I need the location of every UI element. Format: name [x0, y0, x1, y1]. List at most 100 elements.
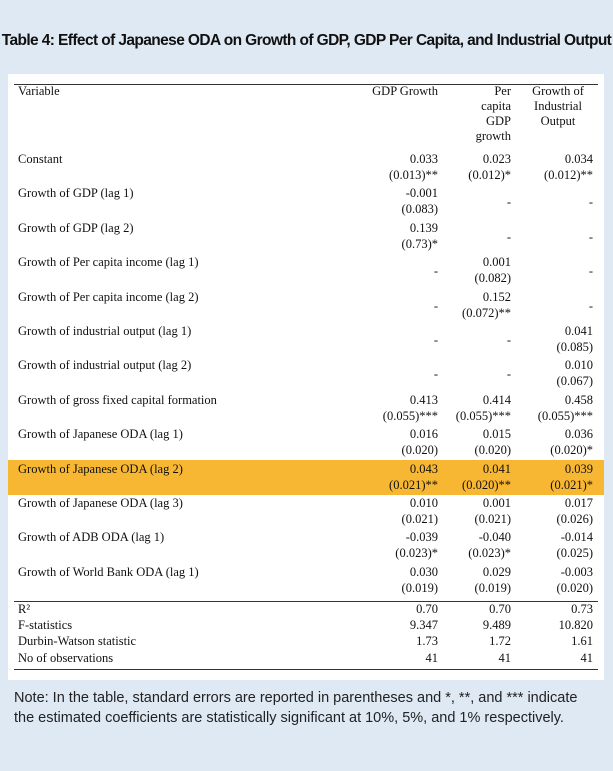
- cell-value: -: [506, 367, 511, 382]
- cell-value: 9.489: [482, 618, 511, 633]
- header-cell: Growth of Industrial Output: [532, 84, 584, 128]
- cell-value: -: [433, 333, 438, 347]
- cell-se: (0.012)*: [468, 168, 511, 182]
- header-cell: GDP Growth: [372, 84, 438, 98]
- cell-value: 0.015: [482, 427, 511, 442]
- cell-value: 0.033: [409, 152, 438, 166]
- rule: [14, 669, 598, 670]
- cell-se: (0.021)*: [550, 477, 593, 492]
- cell-value: -: [506, 195, 511, 210]
- cell-value: 0.043: [409, 461, 438, 476]
- cell-value: 0.414: [482, 392, 511, 407]
- cell-se: (0.73)*: [401, 236, 438, 251]
- row-label: R²: [18, 602, 31, 616]
- cell-se: (0.020): [401, 443, 438, 458]
- cell-value: -0.001: [405, 186, 438, 201]
- row-label: Growth of Japanese ODA (lag 3): [18, 496, 183, 510]
- cell-value: -: [433, 264, 438, 279]
- cell-se: (0.083): [401, 202, 438, 217]
- cell-value: -: [506, 333, 511, 347]
- cell-value: -: [433, 298, 438, 313]
- row-label: Growth of industrial output (lag 2): [18, 358, 192, 373]
- row-label: Growth of Per capita income (lag 2): [18, 289, 199, 304]
- cell-se: (0.020)**: [462, 477, 511, 492]
- cell-se: (0.072)**: [462, 305, 511, 320]
- cell-se: (0.023)*: [395, 546, 438, 561]
- cell-value: -: [588, 195, 593, 210]
- row-label: Growth of gross fixed capital formation: [18, 392, 217, 407]
- cell-value: 0.139: [409, 220, 438, 235]
- cell-se: (0.020): [556, 580, 593, 595]
- row-label: Growth of ADB ODA (lag 1): [18, 530, 165, 545]
- cell-value: 0.023: [482, 152, 511, 166]
- cell-value: 10.820: [558, 618, 593, 633]
- row-label: Growth of Per capita income (lag 1): [18, 255, 199, 270]
- cell-se: (0.020)*: [550, 443, 593, 458]
- cell-value: -: [588, 298, 593, 313]
- rule: [14, 84, 598, 85]
- header-cell: Variable: [18, 84, 60, 98]
- cell-value: 0.039: [564, 461, 593, 476]
- cell-value: 0.029: [482, 564, 511, 579]
- cell-value: -: [588, 229, 593, 244]
- cell-value: 0.041: [482, 461, 511, 476]
- row-label: Growth of World Bank ODA (lag 1): [18, 564, 199, 579]
- header-cell: Per capita GDP growth: [475, 84, 511, 143]
- cell-se: (0.067): [556, 374, 593, 389]
- cell-value: -: [506, 229, 511, 244]
- cell-value: 1.73: [416, 634, 438, 649]
- title: Table 4: Effect of Japanese ODA on Growt…: [1, 32, 612, 49]
- cell-value: 0.413: [409, 392, 438, 407]
- cell-value: 0.70: [416, 602, 438, 616]
- note: Note: In the table, standard errors are …: [14, 690, 578, 726]
- cell-value: -0.039: [405, 530, 438, 545]
- cell-value: 41: [580, 650, 594, 665]
- row-label: Growth of Japanese ODA (lag 2): [18, 461, 183, 476]
- row-label: Constant: [18, 152, 63, 166]
- cell-value: 0.017: [564, 496, 593, 510]
- cell-se: (0.085): [556, 340, 593, 354]
- cell-se: (0.055)***: [382, 408, 438, 423]
- cell-se: (0.013)**: [389, 168, 438, 182]
- cell-value: -0.040: [478, 530, 511, 545]
- cell-value: 0.73: [571, 602, 593, 616]
- row-label: Growth of GDP (lag 2): [18, 220, 134, 235]
- cell-value: 0.152: [482, 289, 511, 304]
- cell-value: 1.61: [571, 634, 593, 649]
- cell-value: 0.034: [564, 152, 593, 166]
- cell-se: (0.021): [401, 512, 438, 526]
- cell-se: (0.026): [556, 512, 593, 526]
- cell-value: -0.003: [560, 564, 593, 579]
- cell-se: (0.019): [474, 580, 511, 595]
- cell-value: 0.016: [409, 427, 438, 442]
- row-label: Growth of GDP (lag 1): [18, 186, 134, 201]
- cell-se: (0.055)***: [537, 408, 593, 423]
- row-label: Growth of industrial output (lag 1): [18, 324, 192, 338]
- cell-value: 41: [425, 650, 439, 665]
- cell-se: (0.021): [474, 512, 511, 526]
- cell-se: (0.019): [401, 580, 438, 595]
- cell-value: 1.72: [489, 634, 511, 649]
- cell-value: 9.347: [409, 618, 438, 633]
- cell-se: (0.021)**: [389, 477, 438, 492]
- cell-value: 0.001: [482, 496, 511, 510]
- cell-value: 0.001: [482, 255, 511, 270]
- table-box: [8, 74, 604, 680]
- row-label: F-statistics: [18, 618, 73, 633]
- cell-se: (0.025): [556, 546, 593, 561]
- cell-se: (0.020): [474, 443, 511, 458]
- cell-value: -: [433, 367, 438, 382]
- cell-value: -: [588, 264, 593, 279]
- cell-se: (0.082): [474, 271, 511, 286]
- row-label: Growth of Japanese ODA (lag 1): [18, 427, 183, 442]
- cell-value: 0.010: [564, 358, 593, 373]
- cell-se: (0.023)*: [468, 546, 511, 561]
- highlight: [8, 459, 604, 495]
- cell-value: 0.030: [409, 564, 438, 579]
- cell-value: 0.041: [564, 324, 593, 338]
- row-label: Durbin-Watson statistic: [18, 634, 137, 649]
- cell-value: 0.036: [564, 427, 593, 442]
- cell-se: (0.012)**: [544, 168, 593, 182]
- rule: [14, 601, 598, 602]
- cell-se: (0.055)***: [455, 408, 511, 423]
